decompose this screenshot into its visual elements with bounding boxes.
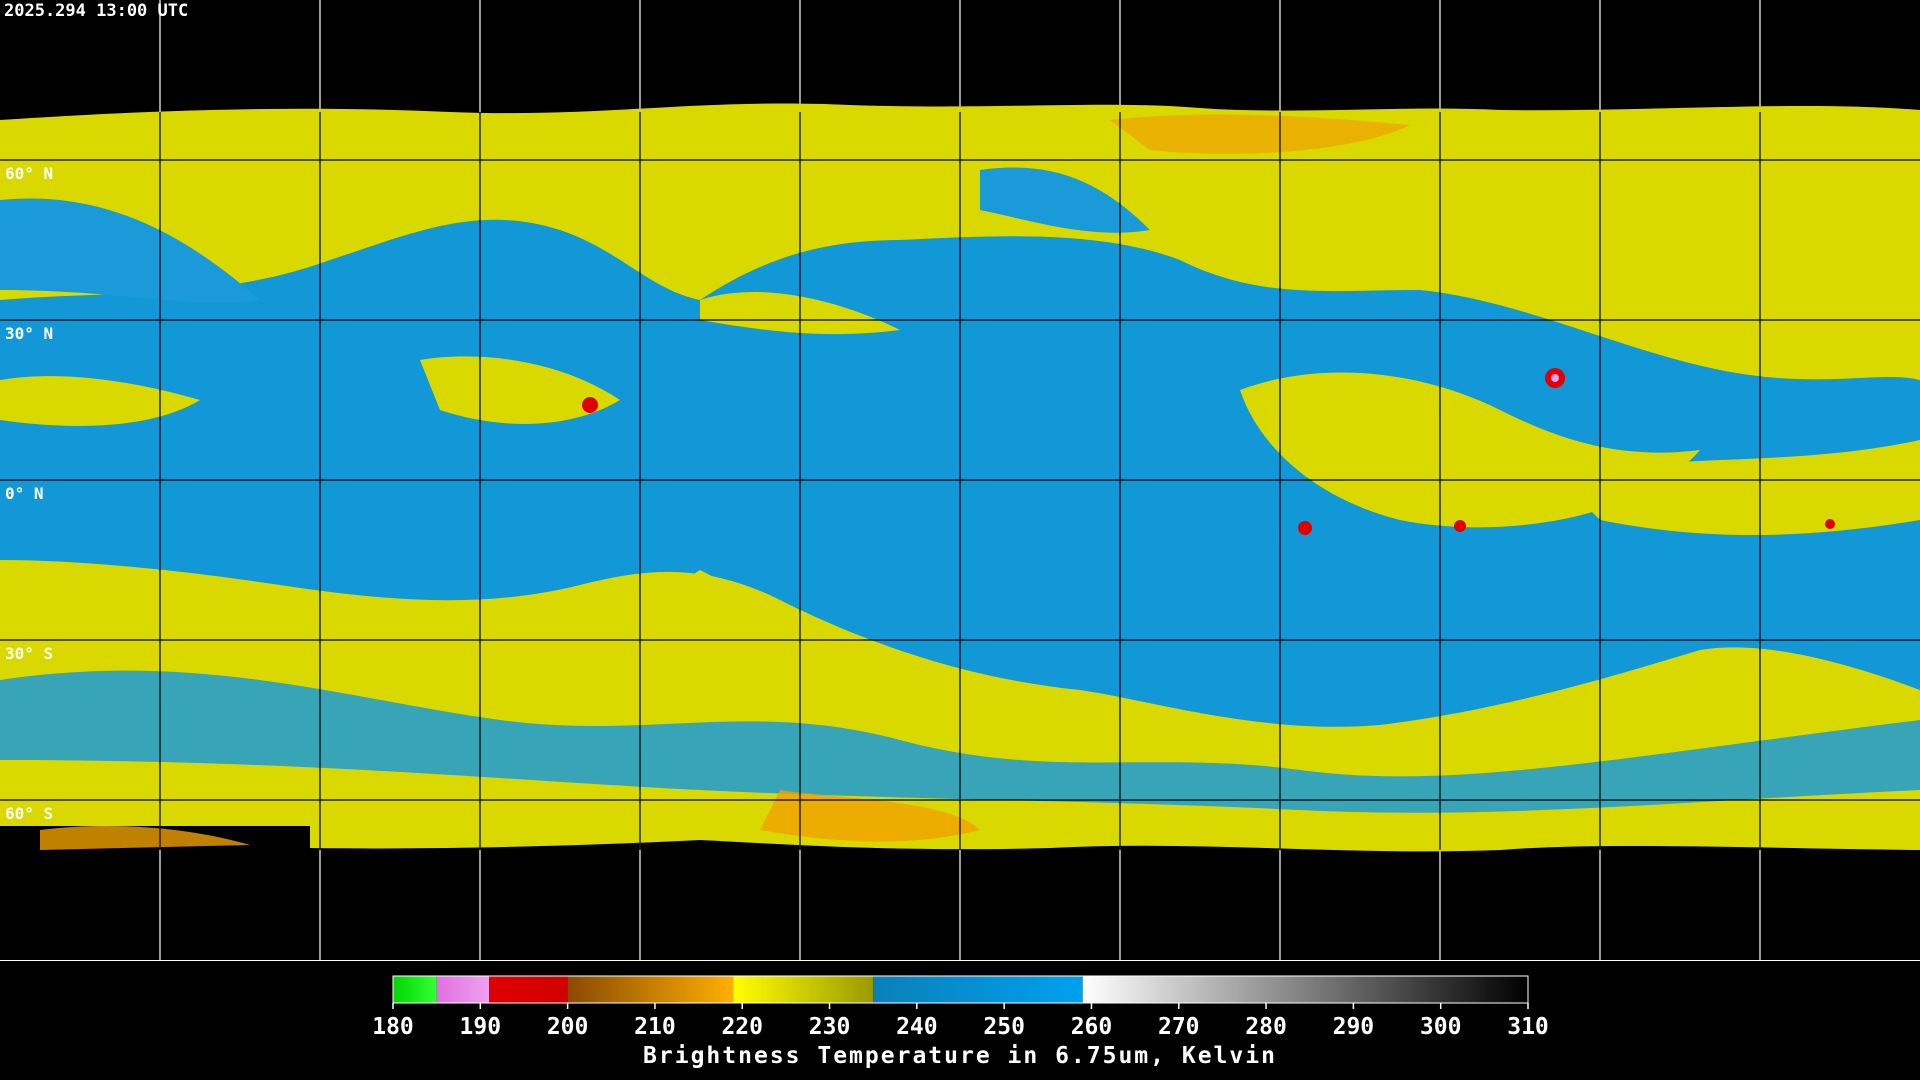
storm-eye — [1551, 374, 1559, 382]
colorbar-segment — [489, 976, 568, 1003]
colorbar-tick-label: 300 — [1420, 1014, 1462, 1040]
longitude-lines-over-imagery — [159, 112, 1761, 850]
latitude-label: 30° S — [5, 644, 53, 663]
colorbar-tick-label: 280 — [1245, 1014, 1287, 1040]
colorbar-frame — [392, 975, 1529, 1004]
colorbar-tick-label: 290 — [1333, 1014, 1375, 1040]
colorbar-tick-label: 210 — [634, 1014, 676, 1040]
europe-dry-tongue — [980, 167, 1150, 233]
colorbar-segment — [1082, 976, 1528, 1003]
colorbar-segment — [873, 976, 1083, 1003]
cold-top-south-1 — [760, 790, 980, 842]
latitude-label: 0° N — [5, 484, 44, 503]
colorbar: 180 190 200 210 220 230 240 250 260 270 280 290 300 3… — [372, 975, 1549, 1040]
colorbar-segment — [436, 976, 490, 1003]
colorbar-tick-label: 230 — [809, 1014, 851, 1040]
colorbar-tick-label: 310 — [1507, 1014, 1549, 1040]
colorbar-tick-label: 240 — [896, 1014, 938, 1040]
storm-indian-ocean — [1298, 521, 1312, 535]
colorbar-tick-label: 180 — [372, 1014, 414, 1040]
latitude-label: 30° N — [5, 324, 53, 343]
colorbar-segment — [393, 976, 437, 1003]
colorbar-title: Brightness Temperature in 6.75um, Kelvin — [643, 1043, 1277, 1069]
colorbar-tick-label: 260 — [1071, 1014, 1113, 1040]
caribbean-convection — [420, 356, 620, 424]
latitude-labels: 60° N 30° N 0° N 30° S 60° S — [5, 164, 53, 823]
storm-pacific — [1825, 519, 1835, 529]
latitude-label: 60° S — [5, 804, 53, 823]
colorbar-tick-label: 190 — [460, 1014, 502, 1040]
cold-top-europe — [1110, 114, 1410, 154]
colorbar-tick-label: 220 — [721, 1014, 763, 1040]
storm-indonesia — [1454, 520, 1466, 532]
cold-top-south-2 — [40, 825, 250, 850]
map-frame — [0, 960, 1920, 961]
south-atlantic-streak — [679, 570, 777, 660]
timestamp: 2025.294 13:00 UTC — [4, 1, 188, 21]
latitude-label: 60° N — [5, 164, 53, 183]
west-pacific-convection — [1560, 440, 1920, 535]
colorbar-tick-label: 250 — [983, 1014, 1025, 1040]
colorbar-segment — [733, 976, 874, 1003]
storm-caribbean — [582, 397, 598, 413]
colorbar-segment — [567, 976, 734, 1003]
colorbar-tick-label: 270 — [1158, 1014, 1200, 1040]
pacific-dry-tongue — [0, 198, 260, 303]
east-pacific-convection — [0, 376, 200, 426]
colorbar-tick-label: 200 — [547, 1014, 589, 1040]
